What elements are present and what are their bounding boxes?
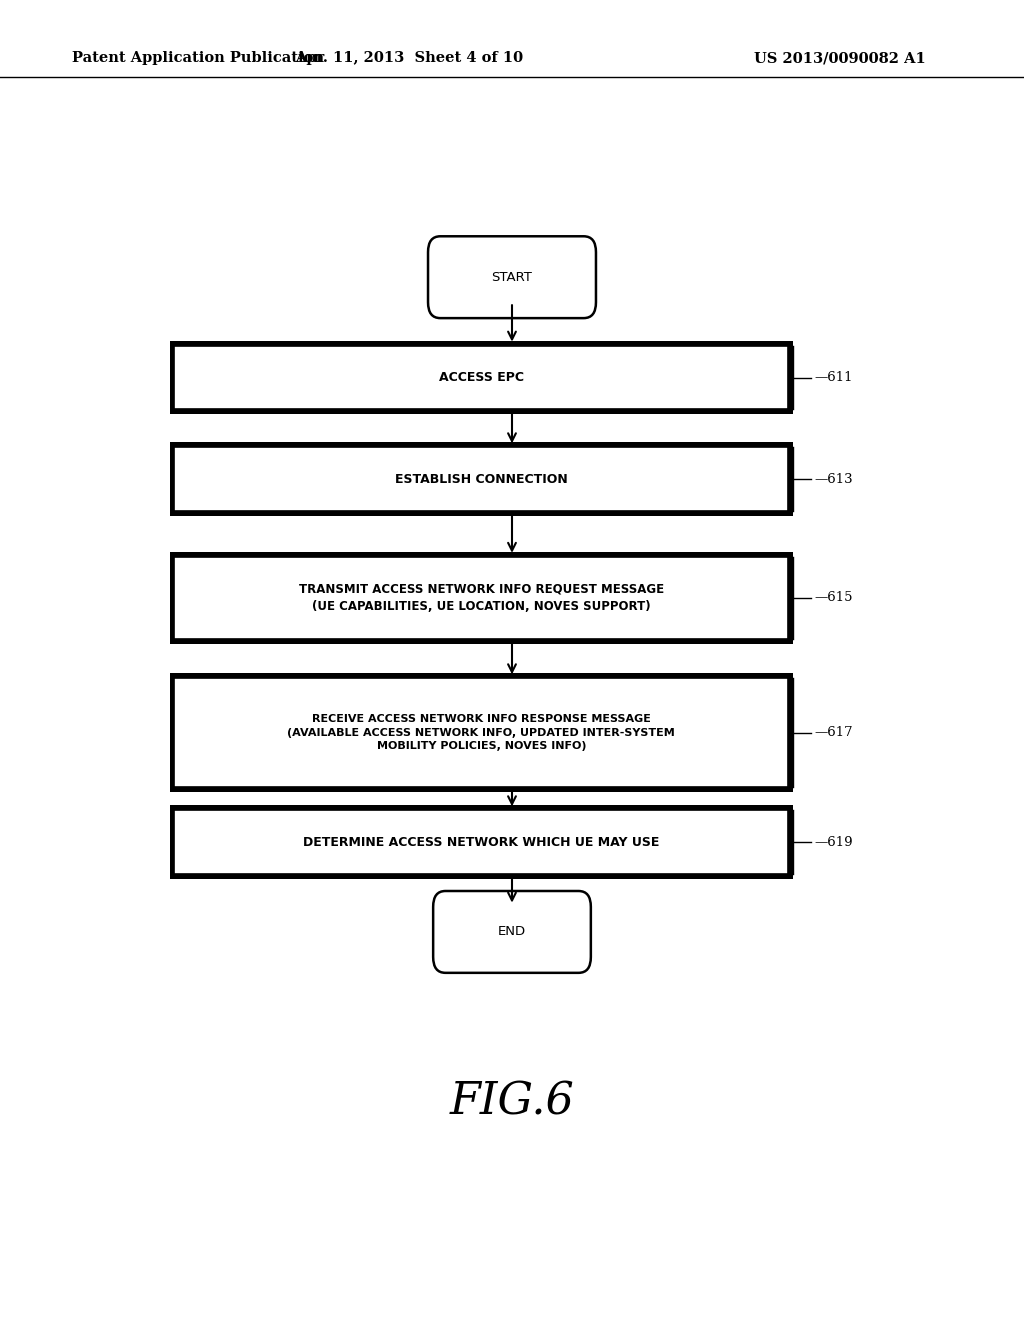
Text: START: START [492, 271, 532, 284]
Text: TRANSMIT ACCESS NETWORK INFO REQUEST MESSAGE
(UE CAPABILITIES, UE LOCATION, NOVE: TRANSMIT ACCESS NETWORK INFO REQUEST MES… [299, 583, 664, 612]
FancyBboxPatch shape [428, 236, 596, 318]
Bar [174, 810, 788, 874]
Text: —615: —615 [814, 591, 853, 605]
Bar [174, 557, 788, 639]
Text: —617: —617 [814, 726, 853, 739]
Text: FIG.6: FIG.6 [450, 1081, 574, 1123]
Bar [170, 552, 793, 644]
Bar [170, 805, 793, 879]
Text: —613: —613 [814, 473, 853, 486]
Text: Apr. 11, 2013  Sheet 4 of 10: Apr. 11, 2013 Sheet 4 of 10 [296, 51, 523, 65]
Text: US 2013/0090082 A1: US 2013/0090082 A1 [754, 51, 926, 65]
Text: —619: —619 [814, 836, 853, 849]
Text: DETERMINE ACCESS NETWORK WHICH UE MAY USE: DETERMINE ACCESS NETWORK WHICH UE MAY US… [303, 836, 659, 849]
Bar [174, 346, 788, 409]
Bar [170, 341, 793, 414]
Text: ESTABLISH CONNECTION: ESTABLISH CONNECTION [395, 473, 567, 486]
FancyBboxPatch shape [433, 891, 591, 973]
Text: —611: —611 [814, 371, 853, 384]
Text: Patent Application Publication: Patent Application Publication [72, 51, 324, 65]
Bar [174, 447, 788, 511]
Bar [170, 442, 793, 516]
Bar [170, 673, 793, 792]
Text: RECEIVE ACCESS NETWORK INFO RESPONSE MESSAGE
(AVAILABLE ACCESS NETWORK INFO, UPD: RECEIVE ACCESS NETWORK INFO RESPONSE MES… [288, 714, 675, 751]
Text: END: END [498, 925, 526, 939]
Bar [174, 678, 788, 787]
Text: ACCESS EPC: ACCESS EPC [438, 371, 524, 384]
